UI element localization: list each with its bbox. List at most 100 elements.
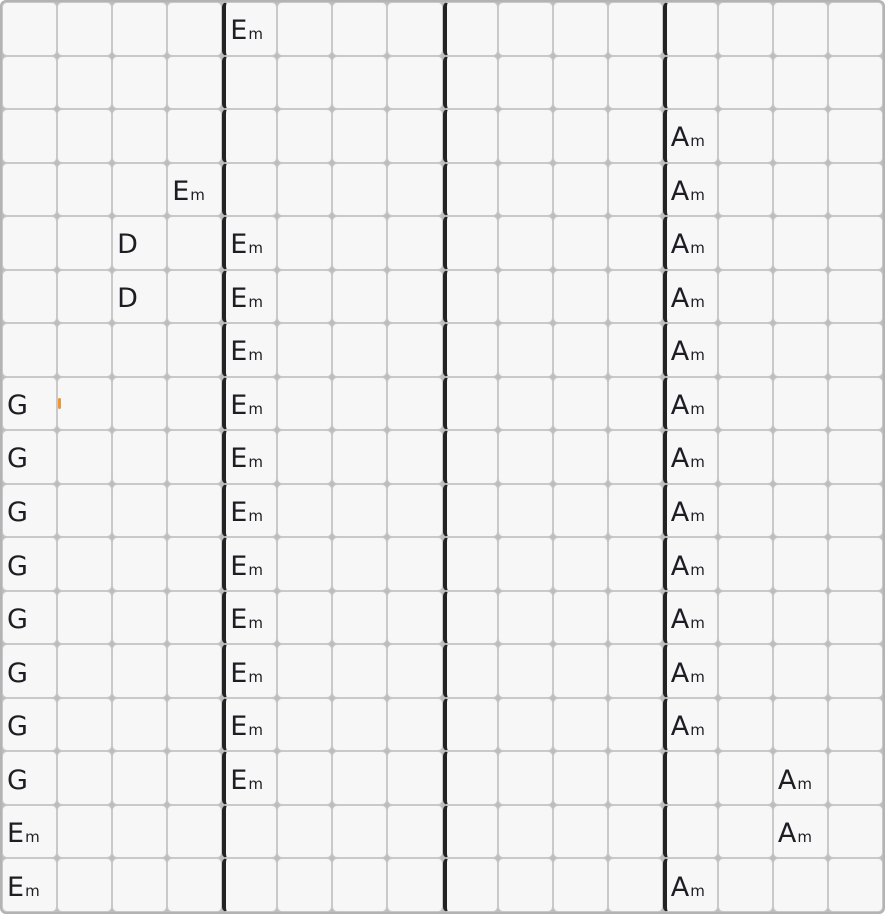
beat-cell[interactable] xyxy=(772,537,828,591)
beat-cell[interactable] xyxy=(167,2,223,56)
beat-cell[interactable] xyxy=(552,858,608,912)
beat-cell[interactable]: Em xyxy=(222,216,278,270)
beat-cell[interactable] xyxy=(552,323,608,377)
beat-cell[interactable] xyxy=(387,858,443,912)
beat-cell[interactable] xyxy=(497,2,553,56)
beat-cell[interactable] xyxy=(552,483,608,538)
beat-cell[interactable]: G xyxy=(2,483,58,538)
beat-cell[interactable] xyxy=(57,751,113,805)
beat-cell[interactable]: Am xyxy=(662,430,718,484)
beat-cell[interactable] xyxy=(607,2,663,56)
beat-cell[interactable] xyxy=(112,590,168,645)
beat-cell[interactable] xyxy=(112,483,168,538)
beat-cell[interactable] xyxy=(112,804,168,859)
beat-cell[interactable] xyxy=(222,55,278,110)
beat-cell[interactable]: Am xyxy=(662,697,718,752)
beat-cell[interactable] xyxy=(552,109,608,163)
beat-cell[interactable] xyxy=(607,376,663,431)
beat-cell[interactable] xyxy=(387,109,443,163)
beat-cell[interactable] xyxy=(772,376,828,431)
beat-cell[interactable] xyxy=(442,376,498,431)
beat-cell[interactable] xyxy=(552,804,608,859)
beat-cell[interactable] xyxy=(2,323,58,377)
beat-cell[interactable] xyxy=(662,804,718,859)
beat-cell[interactable] xyxy=(827,55,883,110)
beat-cell[interactable] xyxy=(497,537,553,591)
beat-cell[interactable] xyxy=(827,376,883,431)
beat-cell[interactable] xyxy=(387,804,443,859)
beat-cell[interactable] xyxy=(332,804,388,859)
beat-cell[interactable] xyxy=(552,644,608,698)
beat-cell[interactable] xyxy=(277,697,333,752)
beat-cell[interactable] xyxy=(387,376,443,431)
beat-cell[interactable] xyxy=(167,430,223,484)
beat-cell[interactable] xyxy=(552,376,608,431)
beat-cell[interactable] xyxy=(827,858,883,912)
beat-cell[interactable] xyxy=(442,644,498,698)
beat-cell[interactable] xyxy=(112,430,168,484)
beat-cell[interactable] xyxy=(167,751,223,805)
beat-cell[interactable] xyxy=(57,697,113,752)
beat-cell[interactable] xyxy=(332,697,388,752)
beat-cell[interactable] xyxy=(497,323,553,377)
beat-cell[interactable] xyxy=(717,55,773,110)
beat-cell[interactable] xyxy=(332,430,388,484)
beat-cell[interactable] xyxy=(607,537,663,591)
beat-cell[interactable] xyxy=(332,537,388,591)
beat-cell[interactable] xyxy=(167,644,223,698)
beat-cell[interactable] xyxy=(442,162,498,217)
beat-cell[interactable] xyxy=(552,162,608,217)
beat-cell[interactable] xyxy=(332,751,388,805)
beat-cell[interactable] xyxy=(387,537,443,591)
beat-cell[interactable]: Am xyxy=(772,804,828,859)
beat-cell[interactable] xyxy=(717,323,773,377)
beat-cell[interactable] xyxy=(607,216,663,270)
beat-cell[interactable] xyxy=(717,751,773,805)
beat-cell[interactable] xyxy=(167,109,223,163)
beat-cell[interactable] xyxy=(277,483,333,538)
beat-cell[interactable] xyxy=(332,109,388,163)
beat-cell[interactable] xyxy=(607,323,663,377)
beat-cell[interactable] xyxy=(57,323,113,377)
beat-cell[interactable] xyxy=(662,55,718,110)
beat-cell[interactable]: Am xyxy=(662,537,718,591)
beat-cell[interactable] xyxy=(57,858,113,912)
beat-cell[interactable] xyxy=(277,644,333,698)
beat-cell[interactable] xyxy=(277,109,333,163)
beat-cell[interactable] xyxy=(387,216,443,270)
beat-cell[interactable]: Am xyxy=(662,216,718,270)
beat-cell[interactable] xyxy=(332,376,388,431)
beat-cell[interactable]: Em xyxy=(222,590,278,645)
beat-cell[interactable] xyxy=(772,109,828,163)
beat-cell[interactable] xyxy=(442,804,498,859)
beat-cell[interactable] xyxy=(772,697,828,752)
beat-cell[interactable] xyxy=(497,430,553,484)
beat-cell[interactable] xyxy=(497,644,553,698)
beat-cell[interactable] xyxy=(387,697,443,752)
beat-cell[interactable] xyxy=(332,483,388,538)
beat-cell[interactable] xyxy=(277,590,333,645)
beat-cell[interactable] xyxy=(552,430,608,484)
beat-cell[interactable] xyxy=(112,323,168,377)
beat-cell[interactable] xyxy=(387,430,443,484)
beat-cell[interactable] xyxy=(277,55,333,110)
beat-cell[interactable]: Am xyxy=(662,109,718,163)
beat-cell[interactable]: G xyxy=(2,697,58,752)
beat-cell[interactable] xyxy=(442,858,498,912)
beat-cell[interactable]: Am xyxy=(662,376,718,431)
beat-cell[interactable] xyxy=(112,537,168,591)
beat-cell[interactable] xyxy=(442,430,498,484)
beat-cell[interactable] xyxy=(717,162,773,217)
beat-cell[interactable] xyxy=(387,269,443,324)
beat-cell[interactable] xyxy=(167,590,223,645)
beat-cell[interactable] xyxy=(442,323,498,377)
beat-cell[interactable] xyxy=(497,269,553,324)
beat-cell[interactable] xyxy=(387,323,443,377)
beat-cell[interactable] xyxy=(717,2,773,56)
beat-cell[interactable] xyxy=(112,697,168,752)
beat-cell[interactable] xyxy=(827,323,883,377)
beat-cell[interactable] xyxy=(167,269,223,324)
beat-cell[interactable] xyxy=(332,269,388,324)
beat-cell[interactable] xyxy=(772,2,828,56)
beat-cell[interactable] xyxy=(717,430,773,484)
